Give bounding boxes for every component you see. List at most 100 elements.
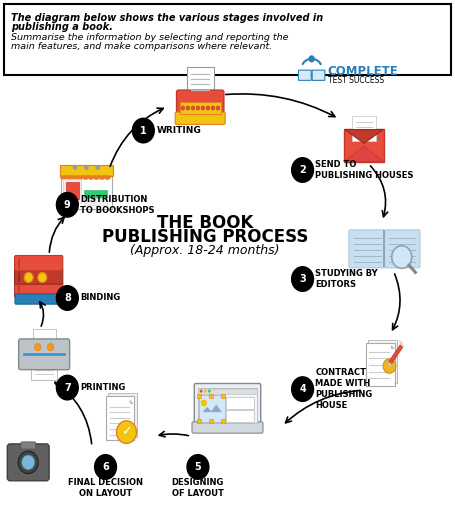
Circle shape	[216, 106, 220, 110]
Polygon shape	[345, 130, 383, 143]
Text: DESIGNING
OF LAYOUT: DESIGNING OF LAYOUT	[172, 478, 224, 498]
Text: SEND TO
PUBLISHING HOUSES: SEND TO PUBLISHING HOUSES	[315, 160, 414, 180]
Text: THE BOOK: THE BOOK	[157, 214, 253, 232]
Circle shape	[204, 390, 207, 393]
FancyBboxPatch shape	[298, 70, 311, 80]
FancyBboxPatch shape	[84, 198, 107, 205]
Circle shape	[47, 344, 54, 351]
Circle shape	[292, 267, 313, 291]
Circle shape	[196, 106, 200, 110]
Text: PUBLISHING PROCESS: PUBLISHING PROCESS	[101, 227, 308, 246]
FancyBboxPatch shape	[209, 419, 213, 423]
FancyBboxPatch shape	[197, 394, 201, 398]
Circle shape	[206, 106, 210, 110]
Wedge shape	[71, 176, 78, 180]
Circle shape	[132, 118, 154, 143]
FancyBboxPatch shape	[61, 171, 112, 209]
Text: Summarise the information by selecting and reporting the: Summarise the information by selecting a…	[11, 33, 289, 42]
FancyBboxPatch shape	[4, 4, 451, 75]
Circle shape	[383, 359, 396, 373]
Text: BINDING: BINDING	[80, 293, 120, 303]
FancyBboxPatch shape	[177, 90, 224, 117]
Polygon shape	[399, 340, 403, 347]
FancyBboxPatch shape	[63, 179, 81, 203]
FancyBboxPatch shape	[192, 422, 263, 433]
Text: CONTRACT
MADE WITH
PUBLISHING
HOUSE: CONTRACT MADE WITH PUBLISHING HOUSE	[315, 368, 373, 410]
Text: FINAL DECISION
ON LAYOUT: FINAL DECISION ON LAYOUT	[68, 478, 143, 498]
Circle shape	[211, 106, 215, 110]
Circle shape	[308, 55, 315, 62]
Text: 5: 5	[195, 462, 201, 472]
FancyBboxPatch shape	[15, 269, 63, 284]
Polygon shape	[130, 400, 133, 403]
FancyBboxPatch shape	[175, 112, 225, 124]
FancyBboxPatch shape	[15, 255, 63, 271]
FancyBboxPatch shape	[187, 67, 214, 96]
FancyBboxPatch shape	[366, 343, 395, 386]
FancyBboxPatch shape	[384, 230, 420, 268]
FancyBboxPatch shape	[7, 444, 49, 481]
FancyBboxPatch shape	[108, 393, 136, 437]
FancyBboxPatch shape	[344, 129, 384, 162]
FancyBboxPatch shape	[15, 282, 63, 297]
Text: STUDYING BY
EDITORS: STUDYING BY EDITORS	[315, 269, 378, 289]
Circle shape	[56, 286, 78, 310]
FancyBboxPatch shape	[84, 190, 107, 198]
Circle shape	[191, 106, 195, 110]
FancyBboxPatch shape	[198, 389, 257, 394]
Text: 8: 8	[64, 293, 71, 303]
Text: 3: 3	[299, 274, 306, 284]
FancyBboxPatch shape	[19, 339, 70, 370]
FancyBboxPatch shape	[198, 388, 257, 423]
Circle shape	[392, 246, 412, 268]
FancyBboxPatch shape	[33, 329, 56, 342]
Text: COMPLETE: COMPLETE	[328, 65, 398, 78]
Polygon shape	[202, 404, 222, 412]
Wedge shape	[98, 176, 106, 180]
Text: 9: 9	[64, 200, 71, 210]
Wedge shape	[60, 176, 67, 180]
Wedge shape	[76, 176, 84, 180]
FancyBboxPatch shape	[15, 294, 62, 304]
Text: TEST SUCCESS: TEST SUCCESS	[328, 76, 384, 86]
Circle shape	[208, 390, 211, 393]
FancyBboxPatch shape	[226, 397, 254, 409]
Text: The diagram below shows the various stages involved in: The diagram below shows the various stag…	[11, 13, 324, 24]
Text: 7: 7	[64, 382, 71, 393]
FancyBboxPatch shape	[31, 364, 57, 380]
Circle shape	[116, 421, 136, 443]
Circle shape	[56, 375, 78, 400]
Circle shape	[73, 165, 77, 170]
Text: publishing a book.: publishing a book.	[11, 22, 113, 32]
FancyBboxPatch shape	[226, 410, 254, 422]
Polygon shape	[345, 146, 383, 161]
FancyBboxPatch shape	[349, 230, 384, 268]
Wedge shape	[104, 176, 111, 180]
Text: 1: 1	[140, 125, 147, 136]
Text: main features, and make comparisons where relevant.: main features, and make comparisons wher…	[11, 42, 273, 51]
FancyBboxPatch shape	[21, 442, 35, 449]
Circle shape	[292, 377, 313, 401]
FancyBboxPatch shape	[352, 116, 376, 141]
FancyBboxPatch shape	[197, 419, 201, 423]
FancyBboxPatch shape	[60, 165, 113, 176]
Circle shape	[187, 455, 209, 479]
Wedge shape	[66, 176, 73, 180]
FancyBboxPatch shape	[209, 394, 213, 398]
FancyBboxPatch shape	[66, 182, 79, 199]
Wedge shape	[82, 176, 89, 180]
Circle shape	[181, 106, 185, 110]
FancyBboxPatch shape	[106, 396, 134, 440]
Circle shape	[201, 106, 205, 110]
Circle shape	[18, 451, 38, 474]
Circle shape	[95, 455, 116, 479]
Circle shape	[24, 272, 33, 283]
Text: 6: 6	[102, 462, 109, 472]
FancyBboxPatch shape	[221, 394, 225, 398]
Wedge shape	[87, 176, 95, 180]
FancyBboxPatch shape	[194, 383, 261, 426]
Text: 4: 4	[299, 384, 306, 394]
Circle shape	[56, 193, 78, 217]
Circle shape	[186, 106, 190, 110]
Circle shape	[22, 455, 35, 470]
